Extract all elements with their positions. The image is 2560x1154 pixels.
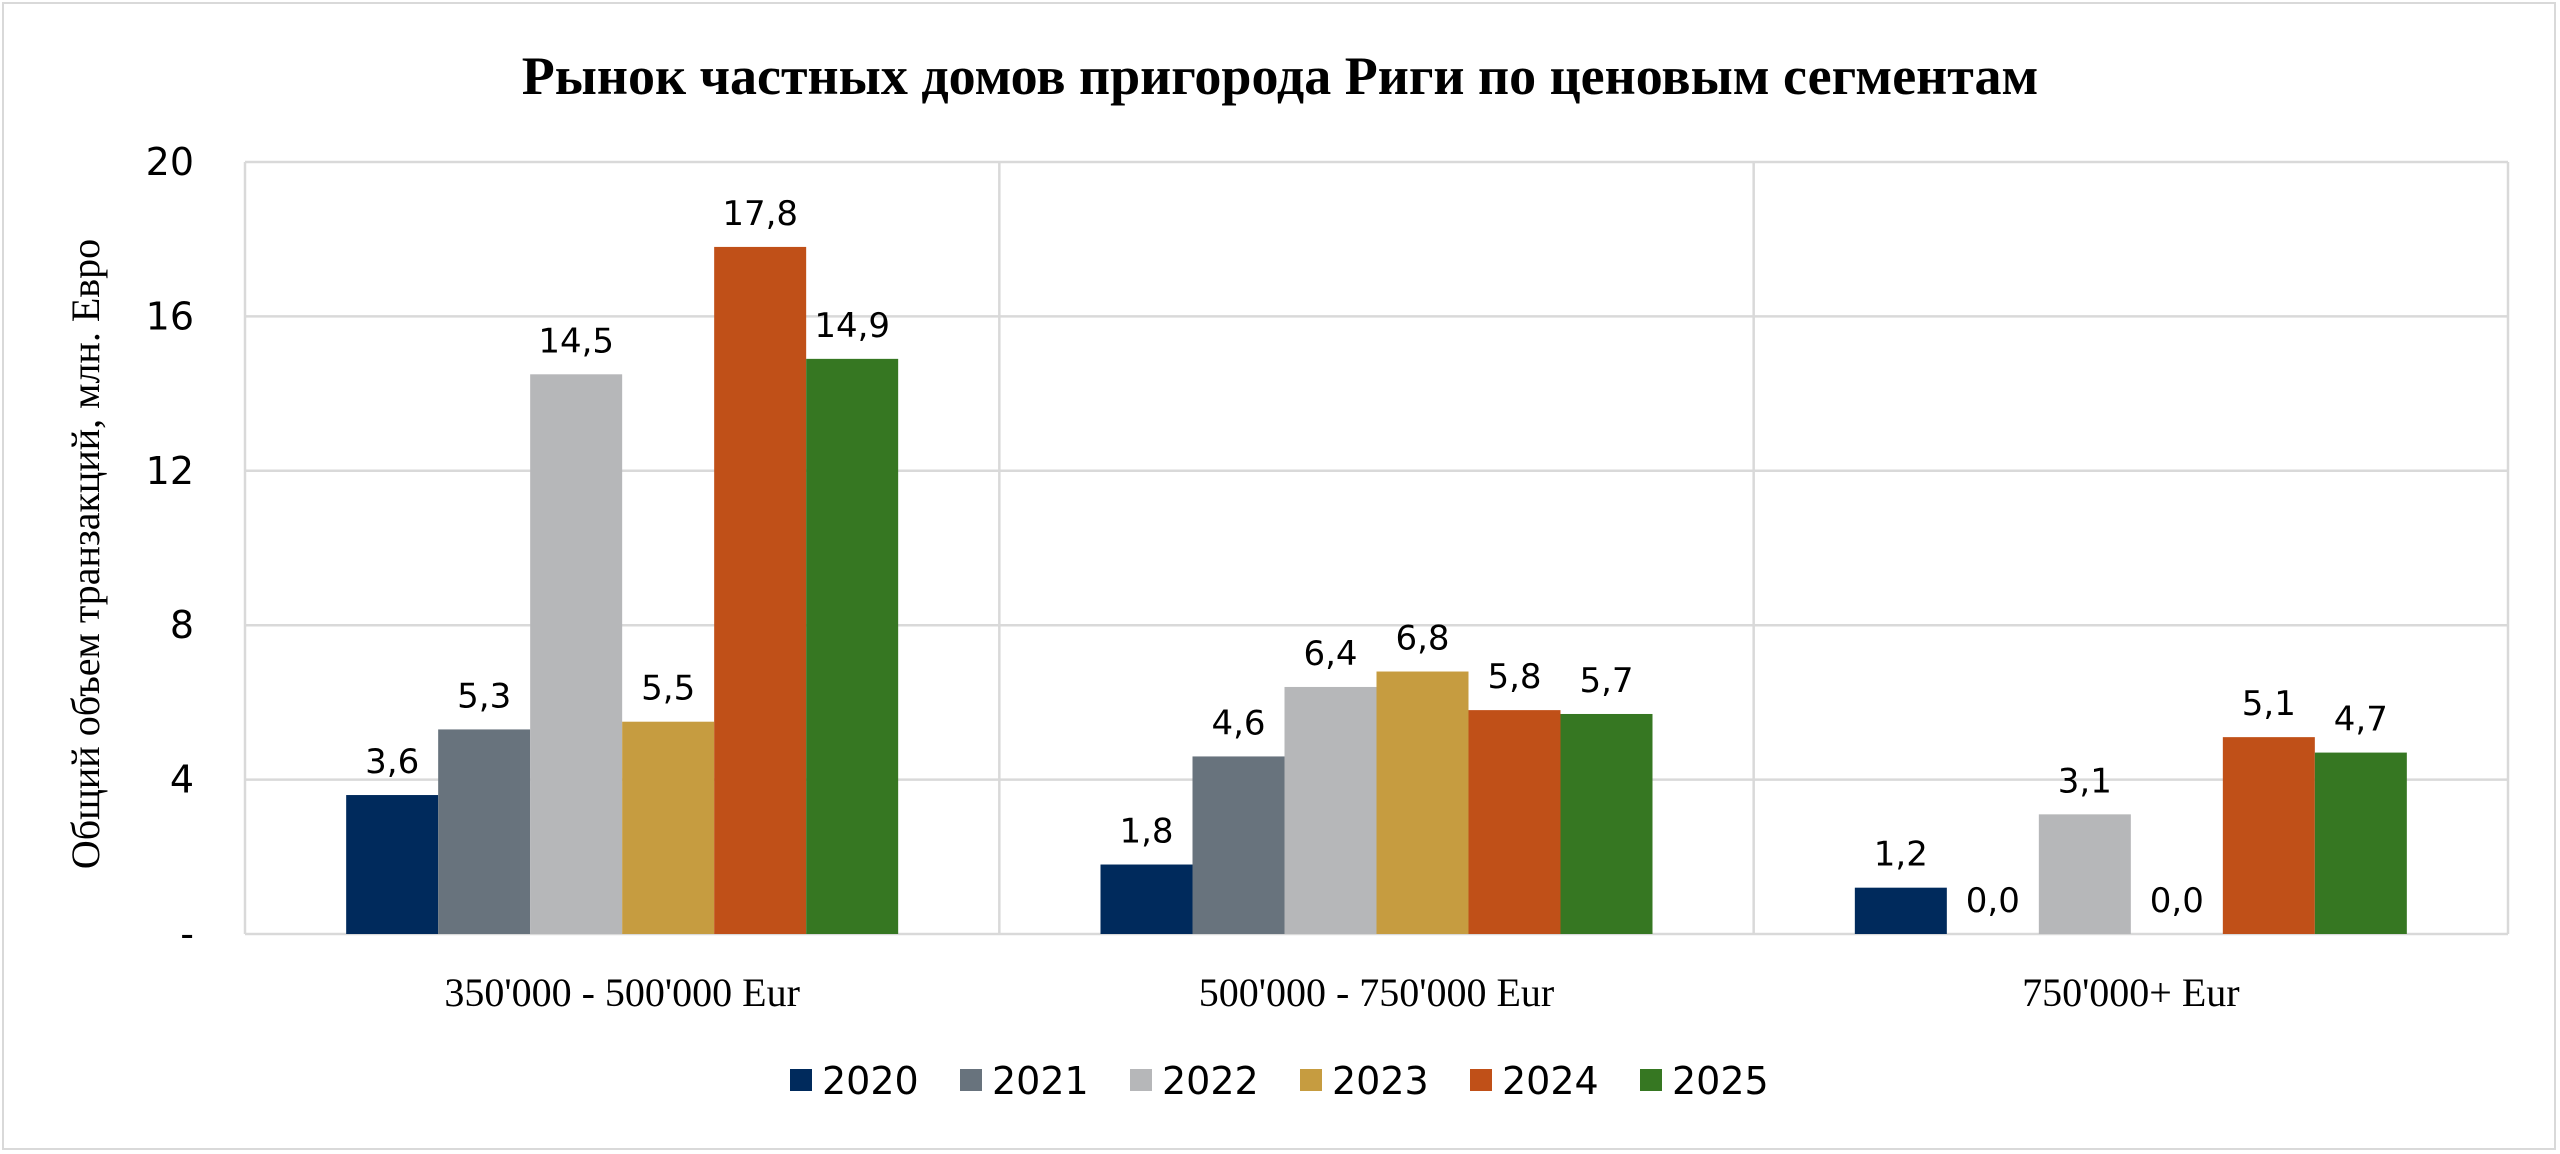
y-tick-label: 16 [146,294,194,338]
legend-label: 2024 [1502,1059,1599,1103]
bar-2023-0 [622,721,715,934]
data-label: 3,6 [365,742,419,782]
y-tick-label: 8 [170,603,194,647]
bar-2020-2 [1854,887,1947,934]
x-axis-ticks: 350'000 - 500'000 Eur 500'000 - 750'000 E… [444,970,2239,1015]
data-label: 0,0 [2150,881,2204,921]
bar-2022-2 [2038,814,2131,934]
legend-swatch-2020 [790,1069,812,1091]
y-axis-label: Общий объем транзакций, млн. Евро [63,239,108,869]
bar-2025-0 [806,358,899,934]
bar-2023-1 [1376,671,1469,934]
y-axis-ticks: - 4 8 12 16 20 [146,140,194,956]
legend-label: 2020 [822,1059,919,1103]
data-label: 5,3 [457,676,511,716]
x-tick-label: 500'000 - 750'000 Eur [1199,970,1555,1015]
data-label: 17,8 [722,194,798,234]
legend: 2020 2021 2022 2023 2024 2025 [790,1059,1769,1103]
data-label: 6,8 [1395,619,1449,659]
bar-2022-1 [1284,686,1377,934]
data-label: 14,5 [538,321,614,361]
data-label: 5,8 [1487,657,1541,697]
y-tick-label: - [180,912,194,956]
bar-2024-1 [1468,710,1561,934]
y-tick-label: 12 [146,449,194,493]
data-label: 1,8 [1119,812,1173,852]
x-tick-label: 750'000+ Eur [2022,970,2240,1015]
data-label: 3,1 [2058,761,2112,801]
bar-2021-0 [438,729,531,934]
legend-swatch-2022 [1130,1069,1152,1091]
legend-label: 2025 [1672,1059,1769,1103]
bar-2025-1 [1560,713,1653,934]
bar-2025-2 [2314,752,2407,934]
legend-label: 2022 [1162,1059,1259,1103]
legend-swatch-2021 [960,1069,982,1091]
x-tick-label: 350'000 - 500'000 Eur [444,970,800,1015]
bar-chart: Рынок частных домов пригорода Риги по це… [63,46,2510,1103]
legend-swatch-2024 [1470,1069,1492,1091]
bar-2024-0 [714,246,807,935]
data-label: 5,5 [641,669,695,709]
bar-2022-0 [530,374,623,934]
data-label: 4,7 [2334,700,2388,740]
legend-swatch-2025 [1640,1069,1662,1091]
legend-swatch-2023 [1300,1069,1322,1091]
data-label: 6,4 [1303,634,1357,674]
legend-label: 2021 [992,1059,1089,1103]
bar-2020-1 [1100,864,1193,934]
legend-label: 2023 [1332,1059,1429,1103]
data-label: 1,2 [1874,835,1928,875]
data-label: 14,9 [814,306,890,346]
chart-title: Рынок частных домов пригорода Риги по це… [522,46,2039,106]
bar-2021-1 [1192,756,1285,934]
data-label: 0,0 [1966,881,2020,921]
data-labels: 3,6 5,3 14,5 5,5 17,8 14,9 1,8 4,6 6,4 6,8 5,8 5,7 1… [365,194,2388,921]
data-label: 5,7 [1579,661,1633,701]
bars [346,246,2407,935]
data-label: 4,6 [1211,703,1265,743]
data-label: 5,1 [2242,684,2296,724]
bar-2020-0 [346,795,439,934]
bar-2024-2 [2222,737,2315,934]
y-tick-label: 20 [146,140,194,184]
y-tick-label: 4 [170,758,194,802]
